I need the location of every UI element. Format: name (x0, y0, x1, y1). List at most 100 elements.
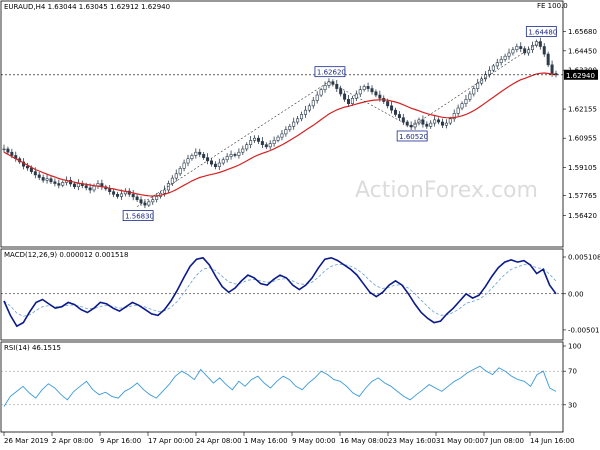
candle-body (280, 133, 284, 138)
time-tick-label: 7 Jun 08:00 (484, 437, 524, 445)
candle-body (515, 46, 519, 51)
rsi-tick-label: 70 (568, 368, 577, 376)
time-tick-label: 17 Apr 00:00 (148, 437, 194, 445)
candle-body (163, 189, 167, 194)
candle-body (339, 88, 343, 95)
candle-body (350, 97, 354, 104)
price-tick-label: 1.63300 (568, 67, 597, 75)
moving-average-line (3, 72, 557, 197)
candle-body (272, 140, 276, 144)
candle-body (225, 156, 229, 161)
candle-body (174, 173, 178, 179)
candle-body (511, 49, 515, 54)
candle-body (155, 196, 159, 200)
candle-body (198, 151, 202, 155)
annotation-label: 1.64480 (528, 29, 557, 37)
macd-line (3, 256, 557, 328)
candle-body (331, 81, 335, 85)
candle-body (378, 94, 382, 99)
candle-body (538, 41, 542, 47)
candle-body (256, 137, 260, 142)
candle-body (480, 78, 484, 84)
candle-body (347, 99, 351, 104)
price-tick-label: 1.60955 (568, 135, 597, 143)
candle-body (213, 163, 217, 167)
candle-body (92, 185, 96, 191)
candle-body (523, 48, 527, 54)
macd-signal-line (3, 263, 557, 317)
candle-body (437, 119, 441, 123)
time-tick-label: 1 May 16:00 (244, 437, 288, 445)
candle-body (190, 155, 194, 159)
candle-body (495, 62, 499, 67)
time-tick-label: 23 May 16:00 (388, 437, 436, 445)
last-price-tag (564, 69, 598, 80)
candle-body (300, 114, 304, 120)
candle-body (491, 65, 495, 71)
candle-body (108, 188, 112, 193)
candle-body (546, 53, 550, 66)
macd-panel-frame (0, 248, 564, 341)
candle-body (25, 165, 29, 169)
candle-body (135, 196, 139, 200)
macd-panel-title: MACD(12,26,9) 0.000012 0.001518 (4, 251, 128, 259)
candle-body (119, 193, 123, 197)
candle-body (534, 41, 538, 46)
time-tick-label: 31 May 00:00 (436, 437, 484, 445)
annotation-label: 1.62620 (317, 69, 346, 77)
macd-tick-label: 0.005108 (568, 253, 600, 261)
annotation-box (314, 66, 346, 78)
candle-body (440, 121, 444, 126)
candle-body (448, 118, 452, 124)
candle-body (45, 178, 49, 181)
candle-body (343, 93, 347, 100)
candle-body (260, 141, 264, 145)
rsi-panel-title: RSI(14) 46.1515 (4, 344, 61, 352)
candle-body (358, 89, 362, 95)
macd-tick-label: -0.005019 (568, 326, 600, 334)
candle-body (284, 129, 288, 135)
candle-body (476, 82, 480, 89)
candle-body (311, 100, 315, 107)
candle-body (2, 148, 6, 151)
macd-tick-label: 0.00 (568, 290, 584, 298)
candle-body (61, 182, 65, 186)
rsi-tick-label: 100 (568, 343, 581, 351)
candle-body (202, 154, 206, 158)
price-layer: 1.62940 1.56830 1.62620 1.60520 1.64480 (1, 26, 598, 221)
corner-label: FE 100.0 (537, 2, 568, 10)
candle-body (147, 201, 151, 206)
candle-body (397, 114, 401, 119)
candle-body (362, 86, 366, 90)
time-tick-label: 16 May 08:00 (340, 437, 388, 445)
watermark: ActionForex.com (355, 178, 538, 203)
candle-body (460, 103, 464, 109)
candle-body (268, 143, 272, 148)
candle-body (6, 148, 10, 153)
candle-body (550, 64, 554, 74)
rsi-layer (1, 365, 563, 407)
candle-body (57, 183, 61, 186)
candle-body (264, 144, 268, 148)
candle-body (296, 118, 300, 123)
price-tick-label: 1.59105 (568, 164, 597, 172)
axis-layer: 1.56420 1.57765 1.59105 1.60955 1.62155 1.633… (3, 28, 600, 445)
annotation-label: 1.56830 (125, 213, 154, 221)
candle-body (53, 181, 57, 184)
candle-body (37, 174, 41, 178)
candle-body (354, 93, 358, 99)
candle-body (292, 121, 296, 127)
candle-body (464, 99, 468, 104)
candle-body (170, 177, 174, 184)
annotation-box (525, 26, 557, 37)
candle-body (29, 167, 33, 172)
price-tick-label: 1.65680 (568, 28, 597, 36)
rsi-line (3, 365, 557, 407)
candle-body (386, 101, 390, 107)
candle-body (303, 109, 307, 115)
candle-body (88, 187, 92, 191)
candle-body (307, 105, 311, 111)
candle-body (499, 59, 503, 63)
time-tick-label: 24 Apr 08:00 (196, 437, 242, 445)
